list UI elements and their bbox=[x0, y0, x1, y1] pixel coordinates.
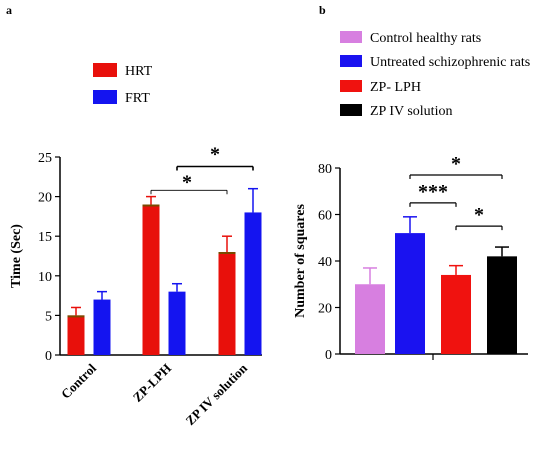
legend-swatch-b bbox=[340, 80, 362, 92]
y-tick-label-b: 40 bbox=[318, 255, 332, 270]
bar-a-hrt bbox=[142, 204, 160, 355]
significance-label-a: * bbox=[210, 144, 220, 166]
bar-a-hrt bbox=[218, 252, 236, 355]
bar-a-frt bbox=[244, 212, 262, 355]
bar-b bbox=[487, 256, 517, 354]
y-tick-label-b: 60 bbox=[318, 209, 332, 224]
y-tick-label-a: 20 bbox=[38, 191, 52, 206]
x-category-label-a: ZP IV solution bbox=[182, 360, 250, 428]
significance-label-a: * bbox=[182, 171, 192, 193]
chart-b: 0 20 40 60 80 Number of squares Control health… bbox=[293, 31, 530, 363]
legend-swatch-b bbox=[340, 55, 362, 67]
legend-label-b: ZP- LPH bbox=[370, 80, 421, 95]
legend-label-a: HRT bbox=[125, 64, 153, 79]
y-axis-title-b: Number of squares bbox=[293, 204, 308, 318]
legend-swatch-b bbox=[340, 31, 362, 43]
bar-b bbox=[355, 284, 385, 354]
chart-a: 0 5 10 15 20 25 Time (Sec) Control ZP-LPH ZP IV s… bbox=[9, 63, 262, 428]
bar-b bbox=[441, 274, 471, 354]
panel-label-b: b bbox=[319, 3, 326, 17]
x-category-label-a: ZP-LPH bbox=[130, 361, 174, 405]
panel-label-a: a bbox=[6, 3, 12, 17]
y-tick-label-a: 15 bbox=[38, 230, 52, 245]
significance-label-b: * bbox=[474, 204, 484, 226]
bar-a-hrt bbox=[67, 315, 85, 355]
significance-label-b: *** bbox=[418, 181, 448, 203]
bar-a-frt bbox=[168, 291, 186, 355]
bar-a-frt bbox=[93, 299, 111, 355]
y-axis-title-a: Time (Sec) bbox=[9, 224, 24, 288]
y-tick-label-b: 20 bbox=[318, 302, 332, 317]
y-tick-label-b: 0 bbox=[325, 348, 332, 363]
y-tick-label-b: 80 bbox=[318, 162, 332, 177]
y-tick-label-a: 10 bbox=[38, 270, 52, 285]
y-tick-label-a: 0 bbox=[45, 349, 52, 364]
significance-label-b: * bbox=[451, 153, 461, 175]
legend-swatch-a bbox=[93, 90, 117, 104]
y-tick-label-a: 25 bbox=[38, 151, 52, 166]
legend-label-b: ZP IV solution bbox=[370, 104, 452, 119]
y-tick-label-a: 5 bbox=[45, 309, 52, 324]
bar-b bbox=[395, 233, 425, 354]
legend-swatch-b bbox=[340, 104, 362, 116]
legend-label-a: FRT bbox=[125, 91, 150, 106]
legend-label-b: Control healthy rats bbox=[370, 31, 481, 46]
legend-label-b: Untreated schizophrenic rats bbox=[370, 55, 530, 70]
x-category-label-a: Control bbox=[58, 360, 99, 401]
legend-swatch-a bbox=[93, 63, 117, 77]
